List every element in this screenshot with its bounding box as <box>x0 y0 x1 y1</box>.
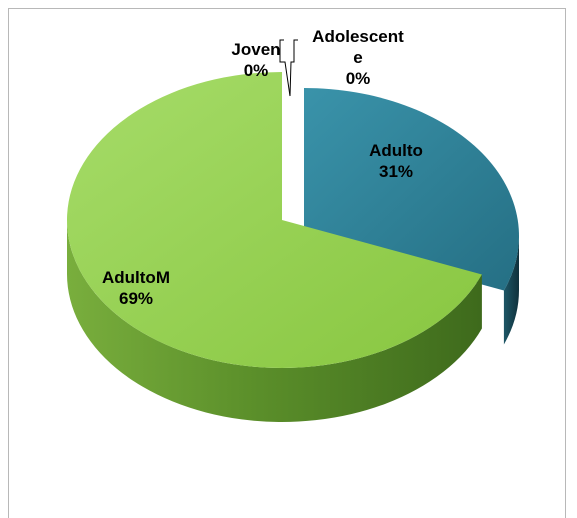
pie-slice-side-adultom <box>67 220 482 422</box>
pie-slice-adulto <box>304 88 519 291</box>
leader-line-adolescente <box>289 39 298 97</box>
data-label-name-adultom: AdultoM <box>102 268 170 287</box>
data-label-name-adulto: Adulto <box>369 141 423 160</box>
data-label-percent-adultom: 69% <box>119 289 153 308</box>
pie-slice-adultom <box>67 72 482 369</box>
pie-slice-side-adulto <box>503 236 519 345</box>
data-label-percent-adulto: 31% <box>379 162 413 181</box>
data-label-name-adolescente: Adolescent <box>312 27 404 46</box>
data-label-percent-joven: 0% <box>244 61 269 80</box>
data-label-name-joven: Joven <box>231 40 280 59</box>
data-label-percent-adolescente: 0% <box>346 69 371 88</box>
data-label-name-adolescente: e <box>353 48 362 67</box>
leader-line-joven <box>279 39 291 97</box>
